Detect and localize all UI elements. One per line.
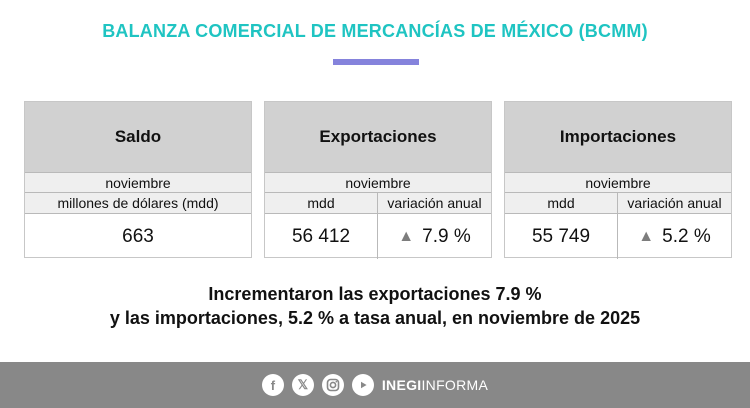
card-subrow: mdd variación anual bbox=[505, 192, 731, 213]
card-value-row: 56 412 ▲ 7.9 % bbox=[265, 213, 491, 259]
card-heading: Exportaciones bbox=[265, 102, 491, 172]
headline: Incrementaron las exportaciones 7.9 % y … bbox=[0, 282, 750, 330]
headline-line-2: y las importaciones, 5.2 % a tasa anual,… bbox=[109, 308, 641, 328]
youtube-icon[interactable] bbox=[351, 374, 374, 396]
card-period: noviembre bbox=[265, 172, 491, 192]
card-saldo: Saldo noviembre millones de dólares (mdd… bbox=[24, 101, 252, 258]
card-subrow: millones de dólares (mdd) bbox=[25, 192, 251, 213]
brand-logo[interactable]: INEGIINFORMA bbox=[382, 377, 488, 393]
card-value: 56 412 bbox=[291, 225, 351, 247]
card-sub-label-mdd: mdd bbox=[547, 195, 575, 211]
headline-line-1: Incrementaron las exportaciones 7.9 % bbox=[208, 284, 542, 304]
card-value-row: 55 749 ▲ 5.2 % bbox=[505, 213, 731, 259]
card-variation: ▲ 5.2 % bbox=[617, 214, 731, 259]
card-value-row: 663 bbox=[25, 213, 251, 259]
card-period: noviembre bbox=[25, 172, 251, 192]
x-icon[interactable]: 𝕏 bbox=[291, 374, 314, 396]
card-variation: ▲ 7.9 % bbox=[377, 214, 491, 259]
card-value: 663 bbox=[122, 225, 154, 247]
card-variation-value: 7.9 % bbox=[422, 225, 471, 247]
card-subrow: mdd variación anual bbox=[265, 192, 491, 213]
triangle-up-icon: ▲ bbox=[638, 227, 655, 245]
card-sub-label-variation: variación anual bbox=[377, 193, 491, 213]
card-sub-label: millones de dólares (mdd) bbox=[57, 195, 219, 211]
triangle-up-icon: ▲ bbox=[398, 227, 415, 245]
card-exportaciones: Exportaciones noviembre mdd variación an… bbox=[264, 101, 492, 259]
facebook-icon[interactable]: f bbox=[261, 374, 284, 396]
title-underline bbox=[333, 59, 419, 65]
card-period: noviembre bbox=[505, 172, 731, 192]
instagram-icon[interactable] bbox=[321, 374, 344, 396]
card-sub-label-mdd: mdd bbox=[307, 195, 335, 211]
card-heading: Saldo bbox=[25, 102, 251, 172]
card-value: 55 749 bbox=[531, 225, 591, 247]
card-sub-label-variation: variación anual bbox=[617, 193, 731, 213]
social-icons: f 𝕏 bbox=[261, 374, 374, 396]
card-variation-value: 5.2 % bbox=[662, 225, 711, 247]
brand-light: INFORMA bbox=[421, 377, 489, 393]
card-importaciones: Importaciones noviembre mdd variación an… bbox=[504, 101, 732, 259]
brand-bold: INEGI bbox=[381, 377, 422, 393]
card-heading: Importaciones bbox=[505, 102, 731, 172]
footer-bar: f 𝕏 INEGIINFORMA bbox=[0, 362, 750, 408]
page-title: BALANZA COMERCIAL DE MERCANCÍAS DE MÉXIC… bbox=[102, 21, 648, 41]
